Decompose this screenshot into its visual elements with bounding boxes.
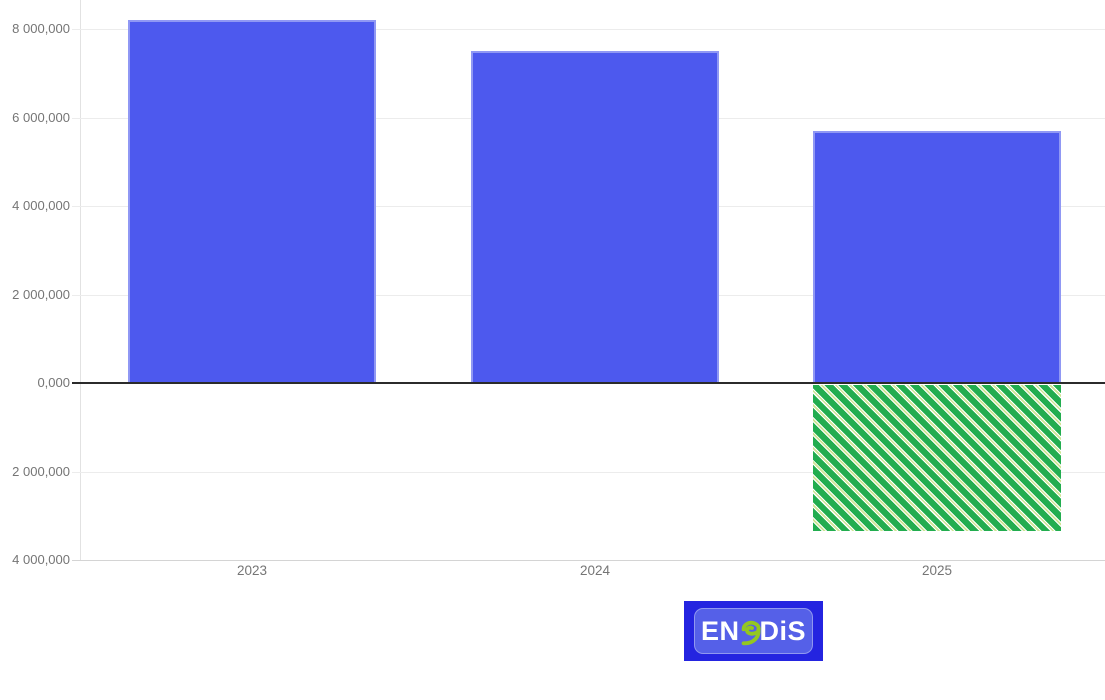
gridline [72, 472, 1105, 473]
bar-2025-positive[interactable] [813, 131, 1061, 382]
gridline [72, 29, 1105, 30]
enedis-logo: EN DiS [684, 601, 823, 661]
bar-2025-negative-hatched[interactable] [813, 385, 1061, 531]
y-axis-tick-label: 2 000,000 [12, 287, 70, 302]
x-axis-tick-label: 2023 [236, 563, 268, 578]
x-axis-tick-label: 2024 [579, 563, 611, 578]
bar-2024-positive[interactable] [471, 51, 719, 382]
y-axis-tick-label: 4 000,000 [12, 198, 70, 213]
enedis-logo-inner: EN DiS [694, 608, 813, 654]
y-axis-tick-label: 6 000,000 [12, 110, 70, 125]
y-axis-tick-label: 8 000,000 [12, 21, 70, 36]
x-axis-line [72, 560, 1105, 561]
y-axis-line [80, 0, 81, 561]
bar-2023-positive[interactable] [128, 20, 376, 382]
enedis-logo-text-dis: DiS [759, 615, 807, 646]
enedis-logo-e-icon [741, 620, 761, 646]
y-axis-tick-label: 4 000,000 [12, 552, 70, 567]
enedis-logo-text: EN DiS [701, 616, 806, 646]
enedis-logo-text-en: EN [700, 615, 740, 646]
y-axis-tick-label: 0,000 [37, 375, 70, 390]
x-axis-tick-label: 2025 [921, 563, 953, 578]
zero-axis-line [72, 382, 1105, 384]
y-axis-tick-label: 2 000,000 [12, 464, 70, 479]
